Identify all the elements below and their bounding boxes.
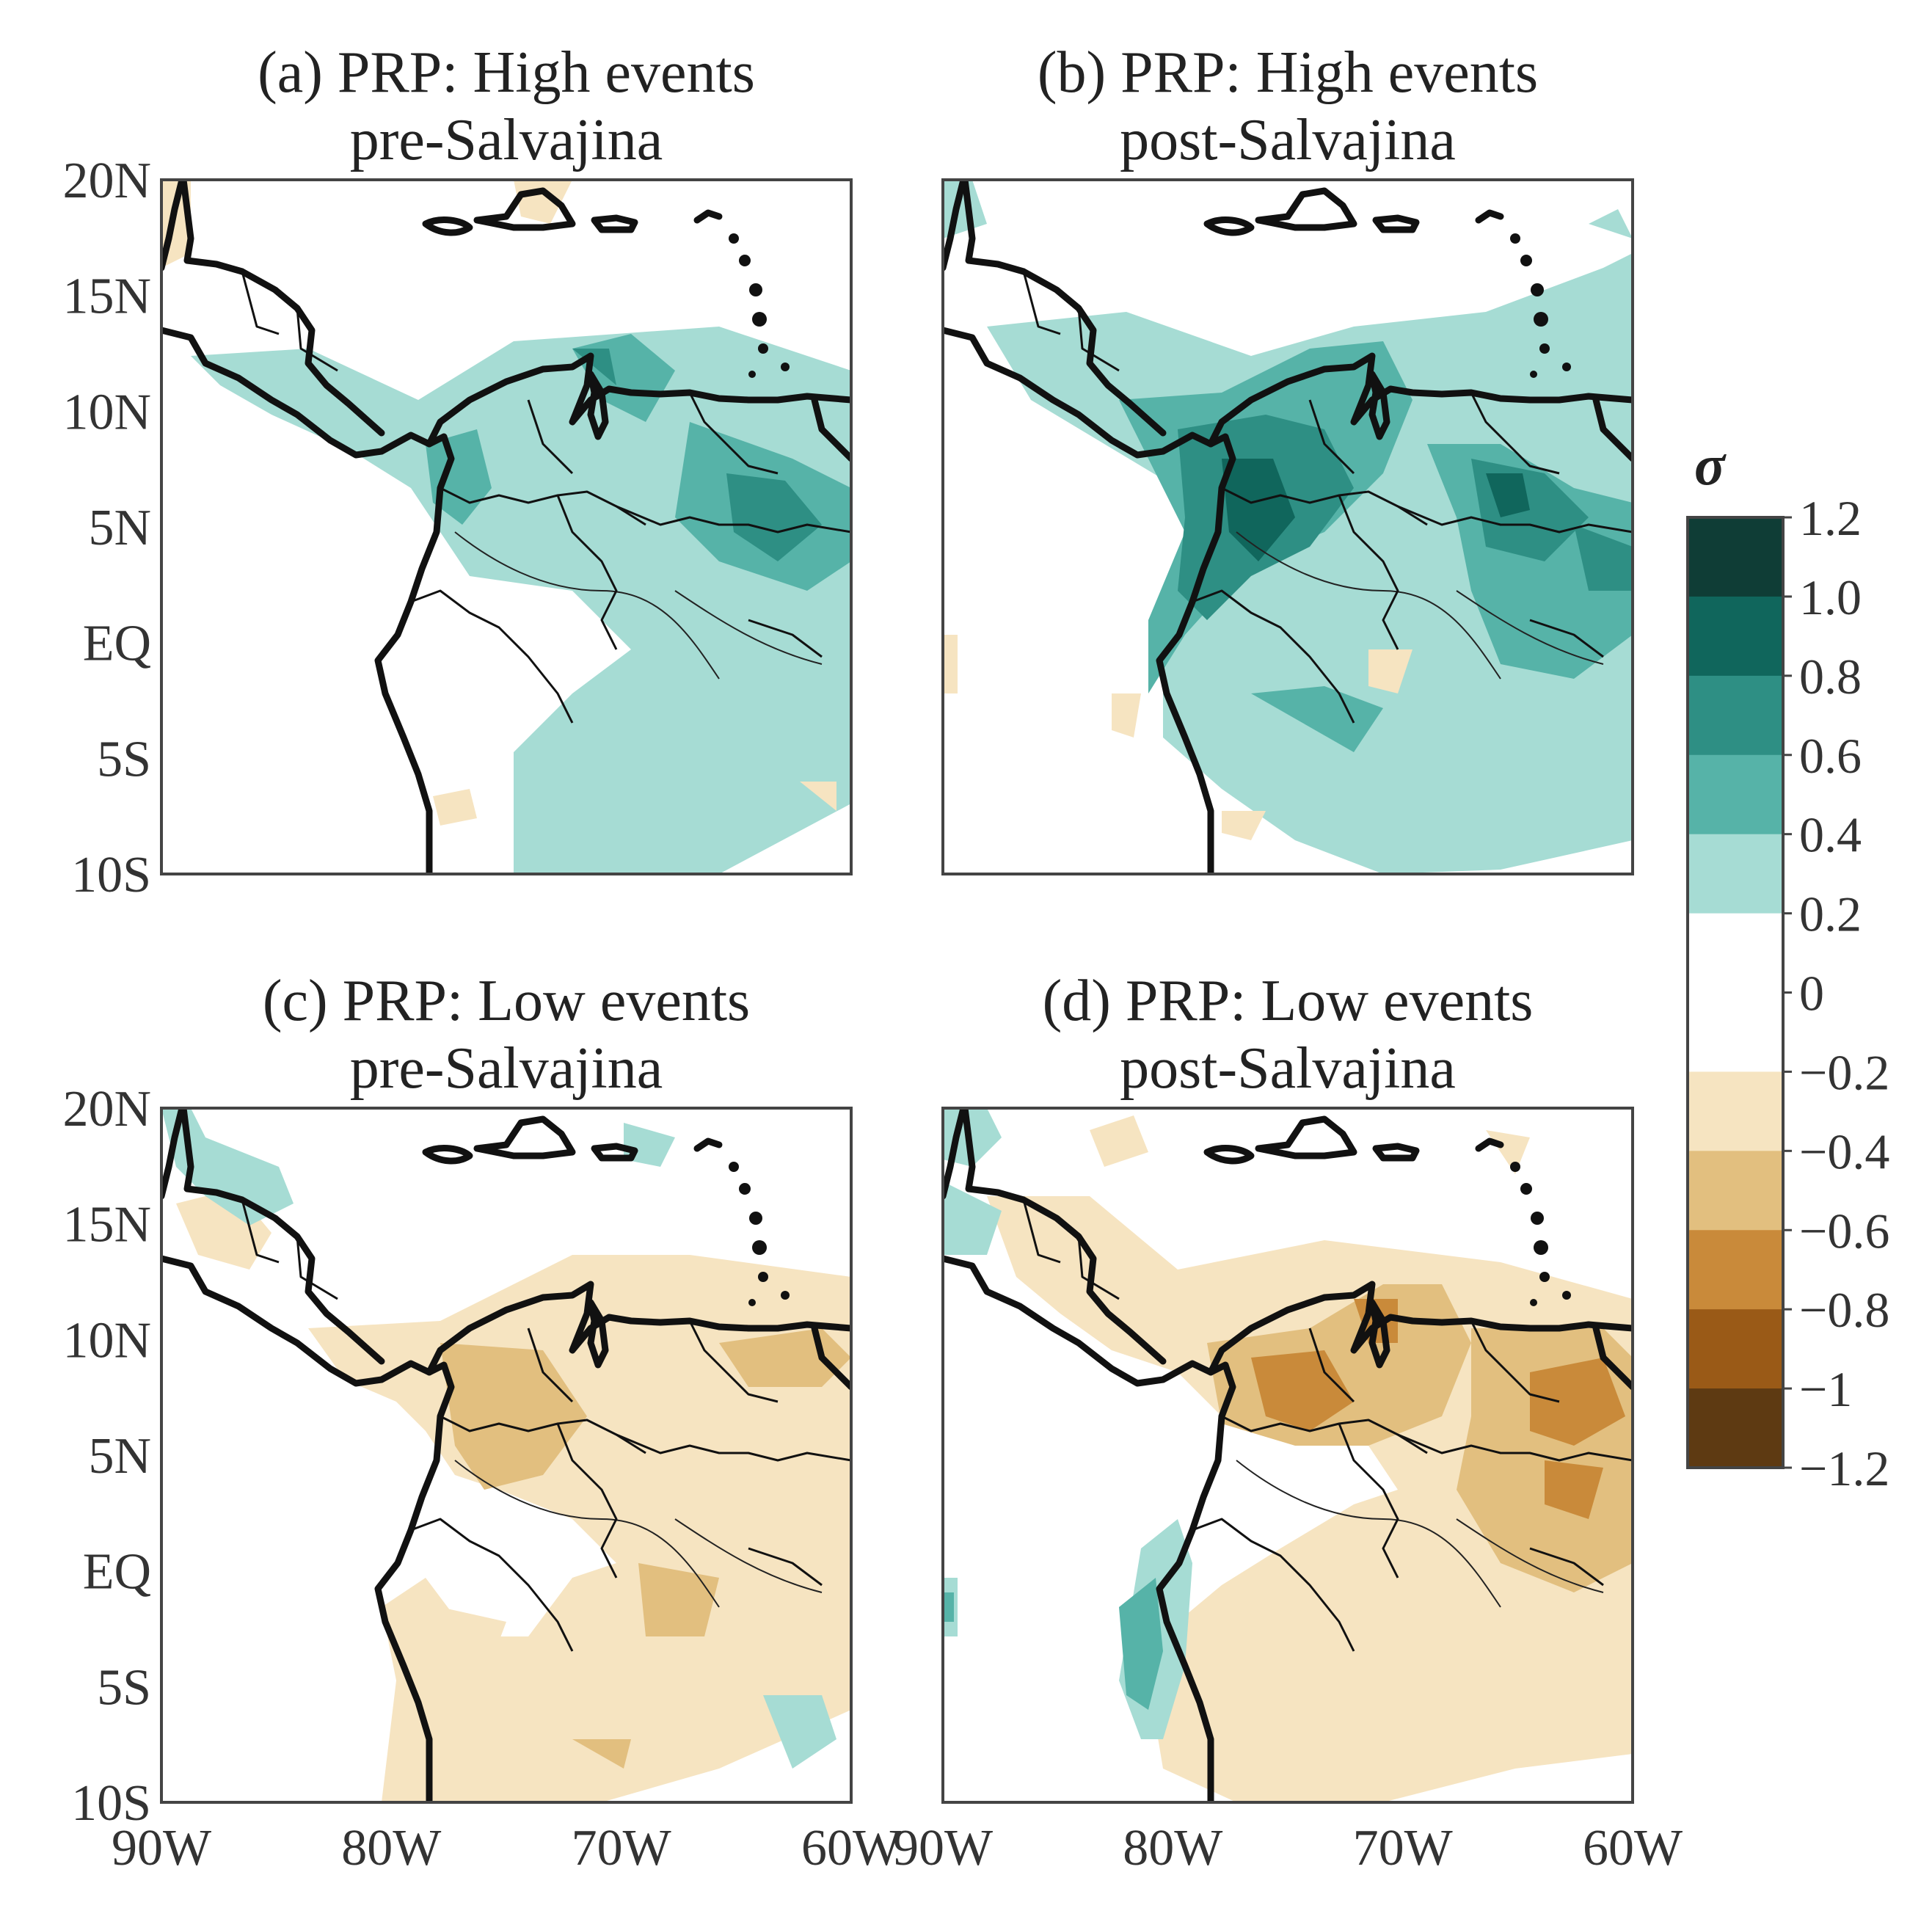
colorbar-tick-label: 1.2 [1799,490,1862,546]
panel-a-title-line2: pre-Salvajina [350,108,663,172]
colorbar-segment [1688,1230,1783,1310]
panel-c-title-line1: (c) PRP: Low events [263,969,750,1033]
latitude-tick-label: 10S [71,847,151,903]
panel-d-contour-line [1456,1518,1604,1593]
panel-b-contour-line [1236,531,1501,680]
panel-a-contour-line [454,531,720,680]
panel-a-field [161,180,851,874]
latitude-tick-label: 15N [62,1197,151,1253]
latitude-tick-label: 20N [62,1081,151,1137]
colorbar-segment [1688,754,1783,835]
colorbar-tick-label: 0.2 [1799,886,1862,942]
panel-c-field [161,1108,851,1802]
colorbar-segment [1688,1071,1783,1151]
panel-d-field [943,1108,1633,1802]
colorbar-segment [1688,1151,1783,1231]
panel-c-contour-line [454,1460,720,1608]
colorbar-tick-label: −0.2 [1799,1044,1889,1100]
panel-b-title-line2: post-Salvajina [1120,108,1456,172]
panel-c-anomaly-region [161,1108,836,1769]
colorbar-tick-label: 0.6 [1799,728,1862,784]
panel-b-anomaly-region [1222,459,1530,561]
colorbar-segment [1688,675,1783,756]
panel-b-field [943,180,1633,874]
panel-d-anomaly-region [943,1578,1163,1710]
panel-b-title-line1: (b) PRP: High events [1038,40,1538,105]
colorbar-tick-label: 1.0 [1799,569,1862,625]
colorbar: 1.2 1.0 0.8 0.6 0.4 0.2 0 −0.2 −0.4 −0.6 −0.8 −1 −1.… [1686,490,1889,1496]
longitude-tick-label: 90W [893,1820,993,1876]
latitude-tick-label: 5N [88,1428,151,1485]
colorbar-tick-label: −0.4 [1799,1124,1889,1179]
panel-c-anomaly-region [440,1328,851,1769]
longitude-tick-label: 80W [341,1820,441,1876]
longitude-tick-label: 70W [1353,1820,1453,1876]
panel-d-title-line2: post-Salvajina [1120,1036,1456,1101]
colorbar-title: σ [1694,433,1727,497]
panel-b-frame [941,178,1634,875]
panel-c-contour-line [674,1518,823,1593]
panel-c-anomaly-region [176,1189,851,1802]
colorbar-segment [1688,913,1783,993]
colorbar-tick-label: 0 [1799,966,1824,1022]
colorbar-segment [1688,1388,1783,1468]
panel-c-frame [160,1107,853,1804]
panel-d-anomaly-region [987,1115,1633,1802]
colorbar-segment [1688,992,1783,1072]
colorbar-tick-label: −1 [1799,1361,1852,1417]
panel-d-anomaly-region [1251,1299,1625,1519]
latitude-tick-label: 5S [97,731,151,787]
panel-d-contour-line [1236,1460,1501,1608]
longitude-tick-label: 90W [112,1820,211,1876]
colorbar-segment [1688,517,1783,597]
panel-a-frame [160,178,853,875]
panel-d-frame [941,1107,1634,1804]
colorbar-tick-label: −0.6 [1799,1203,1889,1259]
colorbar-tick-label: 0.8 [1799,649,1862,704]
panel-b-contour-line [1456,590,1604,665]
latitude-tick-label: 20N [62,153,151,209]
panel-c-title-line2: pre-Salvajina [350,1036,663,1101]
latitude-tick-label: 10N [62,384,151,440]
longitude-tick-label: 60W [801,1820,901,1876]
colorbar-tick-label: −0.8 [1799,1282,1889,1338]
latitude-tick-label: 5S [97,1659,151,1716]
latitude-tick-label: 5N [88,500,151,556]
longitude-tick-label: 80W [1123,1820,1222,1876]
panel-d-title-line1: (d) PRP: Low events [1043,969,1534,1033]
panel-b-anomaly-region [1178,415,1633,620]
colorbar-tick-label: 0.4 [1799,807,1862,863]
panel-a-anomaly-region [572,349,822,561]
latitude-tick-label: EQ [83,616,151,672]
latitude-tick-label: EQ [83,1544,151,1601]
colorbar-segment [1688,834,1783,914]
colorbar-segment [1688,1309,1783,1389]
panel-d-anomaly-region [943,1108,1192,1739]
panel-a-contour-line [674,590,823,665]
colorbar-tick-label: −1.2 [1799,1441,1889,1496]
latitude-tick-label: 10S [71,1775,151,1832]
longitude-tick-label: 60W [1583,1820,1683,1876]
longitude-tick-label: 70W [572,1820,671,1876]
latitude-tick-label: 15N [62,269,151,325]
panel-a-title-line1: (a) PRP: High events [258,40,755,105]
latitude-tick-label: 10N [62,1312,151,1369]
colorbar-segment [1688,596,1783,677]
